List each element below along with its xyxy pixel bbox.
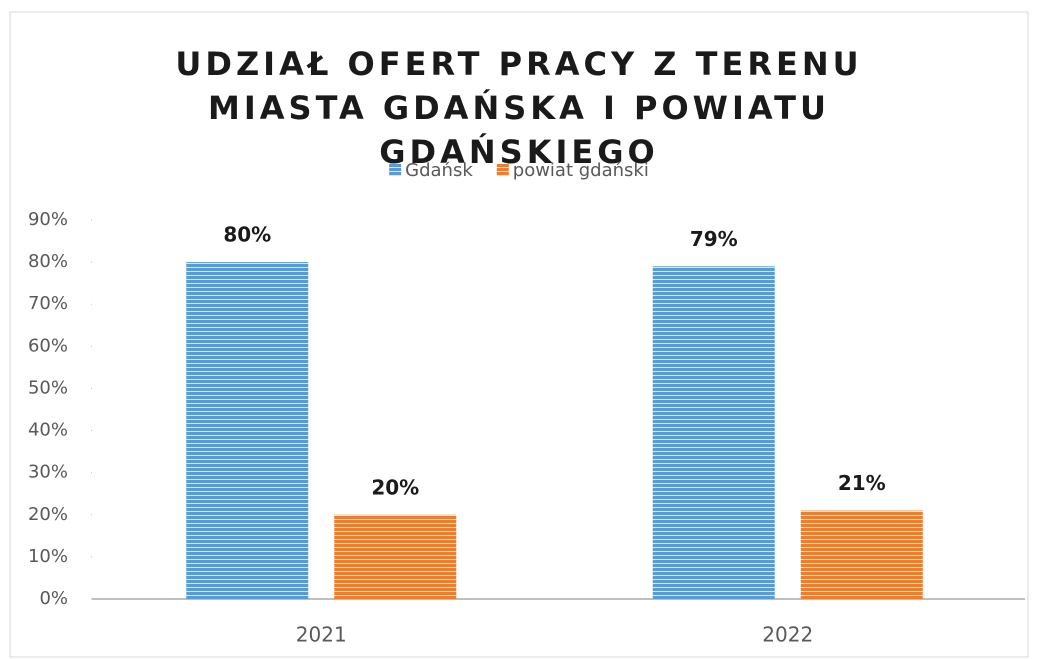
legend-label: powiat gdański [513, 160, 649, 181]
legend-label: Gdańsk [405, 160, 473, 181]
bar [334, 514, 457, 599]
bar [652, 266, 775, 599]
data-label: 79% [690, 227, 738, 251]
x-tick-label: 2021 [296, 623, 347, 647]
y-tick-label: 60% [28, 335, 68, 356]
y-tick-label: 20% [28, 504, 68, 525]
y-tick-label: 80% [28, 251, 68, 272]
legend-swatch [496, 164, 509, 176]
y-tick-label: 10% [28, 546, 68, 567]
legend-item: Gdańsk [389, 160, 473, 181]
chart-border [9, 11, 1029, 658]
chart-title: UDZIAŁ OFERT PRACY Z TERENU MIASTA GDAŃS… [175, 45, 863, 171]
y-tick-label: 50% [28, 377, 68, 398]
y-tick-label: 30% [28, 462, 68, 483]
legend-swatch [389, 164, 402, 176]
bar [186, 262, 309, 599]
bar [800, 510, 923, 599]
y-tick-label: 0% [39, 588, 68, 609]
data-label: 20% [371, 475, 419, 499]
data-label: 80% [223, 223, 271, 247]
y-tick-label: 40% [28, 420, 68, 441]
y-tick-label: 70% [28, 293, 68, 314]
legend-item: powiat gdański [496, 160, 649, 181]
y-tick-label: 90% [28, 209, 68, 230]
x-tick-label: 2022 [762, 623, 813, 647]
data-label: 21% [838, 471, 886, 495]
